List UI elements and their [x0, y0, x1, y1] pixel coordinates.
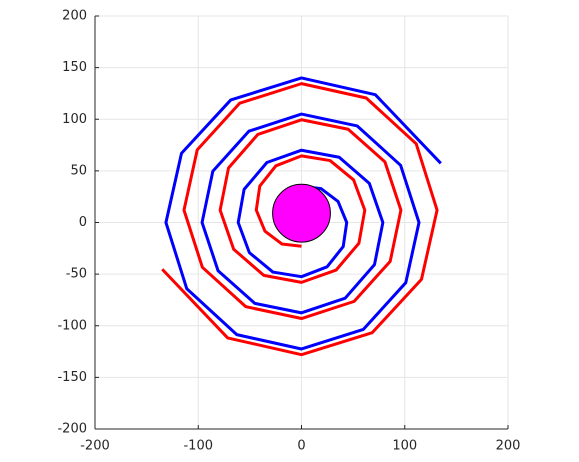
y-tick-label: 50 — [70, 163, 87, 178]
y-tick-label: 150 — [62, 60, 87, 75]
x-tick-label: -100 — [183, 439, 213, 454]
spiral-line — [164, 76, 442, 351]
x-tick-label: 200 — [496, 439, 521, 454]
x-tick-label: 0 — [297, 439, 305, 454]
spiral-line — [161, 82, 439, 357]
y-tick-label: 0 — [79, 215, 87, 230]
y-tick-label: -150 — [57, 370, 87, 385]
y-tick-label: -100 — [57, 318, 87, 333]
y-tick-label: -50 — [66, 267, 87, 282]
y-tick-label: 100 — [62, 112, 87, 127]
y-tick-label: -200 — [57, 422, 87, 437]
x-tick-label: -200 — [80, 439, 110, 454]
y-tick-label: 200 — [62, 9, 87, 24]
center-disk — [272, 183, 331, 243]
x-tick-label: 100 — [392, 439, 417, 454]
